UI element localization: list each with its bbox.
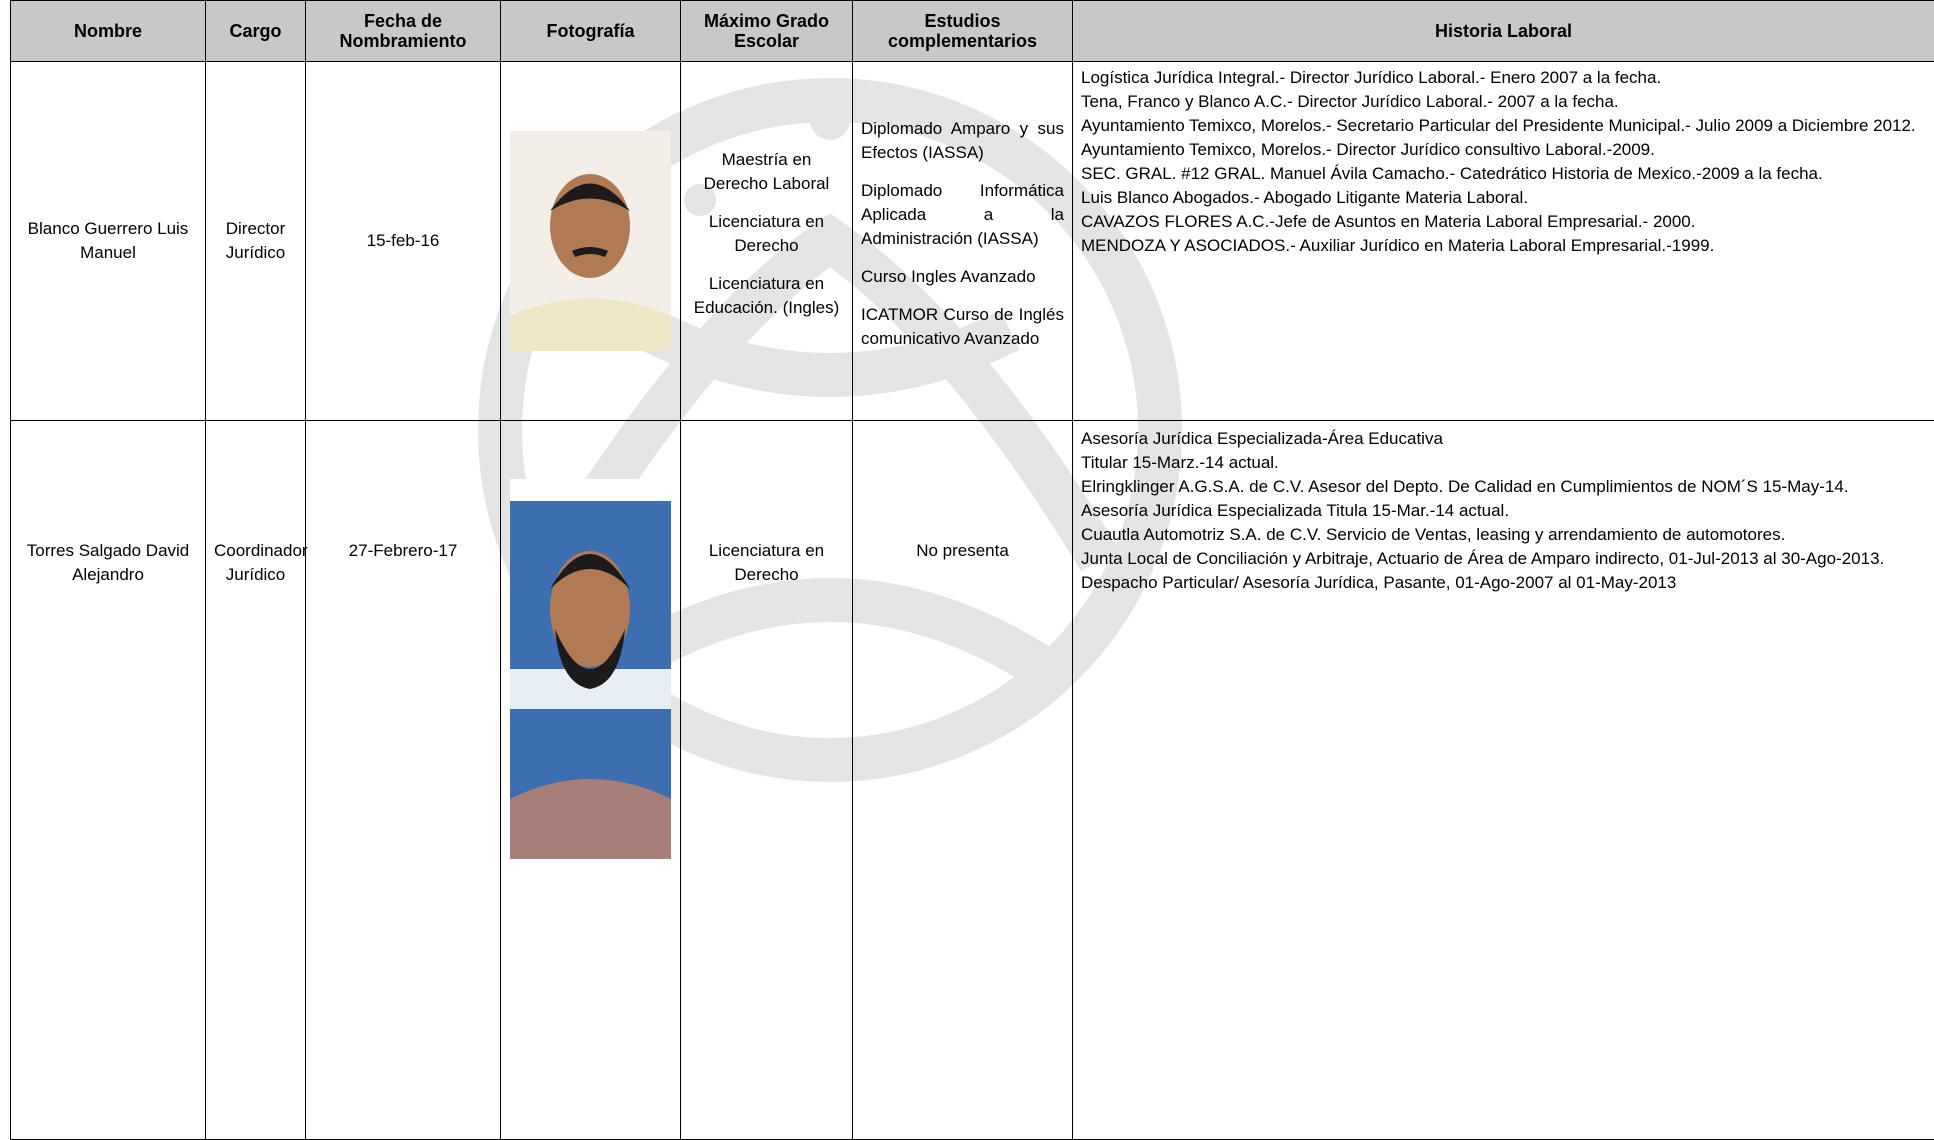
history-entry: Junta Local de Conciliación y Arbitraje,…	[1081, 547, 1926, 571]
name-cell: Torres Salgado David Alejandro	[11, 421, 206, 1140]
photo	[510, 479, 671, 859]
position-cell: Director Jurídico	[206, 62, 306, 421]
column-header: Historia Laboral	[1073, 1, 1934, 62]
history-entry: Ayuntamiento Temixco, Morelos.- Director…	[1081, 138, 1926, 162]
history-entry: Luis Blanco Abogados.- Abogado Litigante…	[1081, 186, 1926, 210]
name-cell: Blanco Guerrero Luis Manuel	[11, 62, 206, 421]
studies-cell: Diplomado Amparo y sus Efectos (IASSA) Di…	[853, 62, 1073, 421]
study: No presenta	[861, 539, 1064, 563]
history-entry: Elringklinger A.G.S.A. de C.V. Asesor de…	[1081, 475, 1926, 499]
degree: Licenciatura en Educación. (Ingles)	[689, 272, 844, 320]
study: Diplomado Informática Aplicada a la Admi…	[861, 179, 1064, 251]
history-entry: Asesoría Jurídica Especializada Titula 1…	[1081, 499, 1926, 523]
date-cell: 15-feb-16	[306, 62, 501, 421]
column-header: Fotografía	[501, 1, 681, 62]
history-entry: Cuautla Automotriz S.A. de C.V. Servicio…	[1081, 523, 1926, 547]
column-header: Fecha de Nombramiento	[306, 1, 501, 62]
study: Diplomado Amparo y sus Efectos (IASSA)	[861, 117, 1064, 165]
degree: Licenciatura en Derecho	[689, 539, 844, 587]
degree: Licenciatura en Derecho	[689, 210, 844, 258]
column-header: Cargo	[206, 1, 306, 62]
column-header: Nombre	[11, 1, 206, 62]
history-cell: Logística Jurídica Integral.- Director J…	[1073, 62, 1934, 421]
history-entry: Asesoría Jurídica Especializada-Área Edu…	[1081, 427, 1926, 451]
position-cell: Coordinador Jurídico	[206, 421, 306, 1140]
degree-cell: Maestría en Derecho Laboral Licenciatura …	[681, 62, 853, 421]
column-header: Máximo Grado Escolar	[681, 1, 853, 62]
photo-cell	[501, 421, 681, 1140]
history-entry: SEC. GRAL. #12 GRAL. Manuel Ávila Camach…	[1081, 162, 1926, 186]
column-header: Estudios complementarios	[853, 1, 1073, 62]
history-entry: Logística Jurídica Integral.- Director J…	[1081, 66, 1926, 90]
history-entry: CAVAZOS FLORES A.C.-Jefe de Asuntos en M…	[1081, 210, 1926, 234]
photo-cell	[501, 62, 681, 421]
history-entry: Tena, Franco y Blanco A.C.- Director Jur…	[1081, 90, 1926, 114]
history-cell: Asesoría Jurídica Especializada-Área Edu…	[1073, 421, 1934, 1140]
studies-cell: No presenta	[853, 421, 1073, 1140]
degree: Maestría en Derecho Laboral	[689, 148, 844, 196]
history-entry: Ayuntamiento Temixco, Morelos.- Secretar…	[1081, 114, 1926, 138]
study: Curso Ingles Avanzado	[861, 265, 1064, 289]
photo	[510, 131, 671, 351]
date-cell: 27-Febrero-17	[306, 421, 501, 1140]
degree-cell: Licenciatura en Derecho	[681, 421, 853, 1140]
history-entry: MENDOZA Y ASOCIADOS.- Auxiliar Jurídico …	[1081, 234, 1926, 258]
study: ICATMOR Curso de Inglés comunicativo Ava…	[861, 303, 1064, 351]
history-entry: Titular 15-Marz.-14 actual.	[1081, 451, 1926, 475]
history-entry: Despacho Particular/ Asesoría Jurídica, …	[1081, 571, 1926, 595]
